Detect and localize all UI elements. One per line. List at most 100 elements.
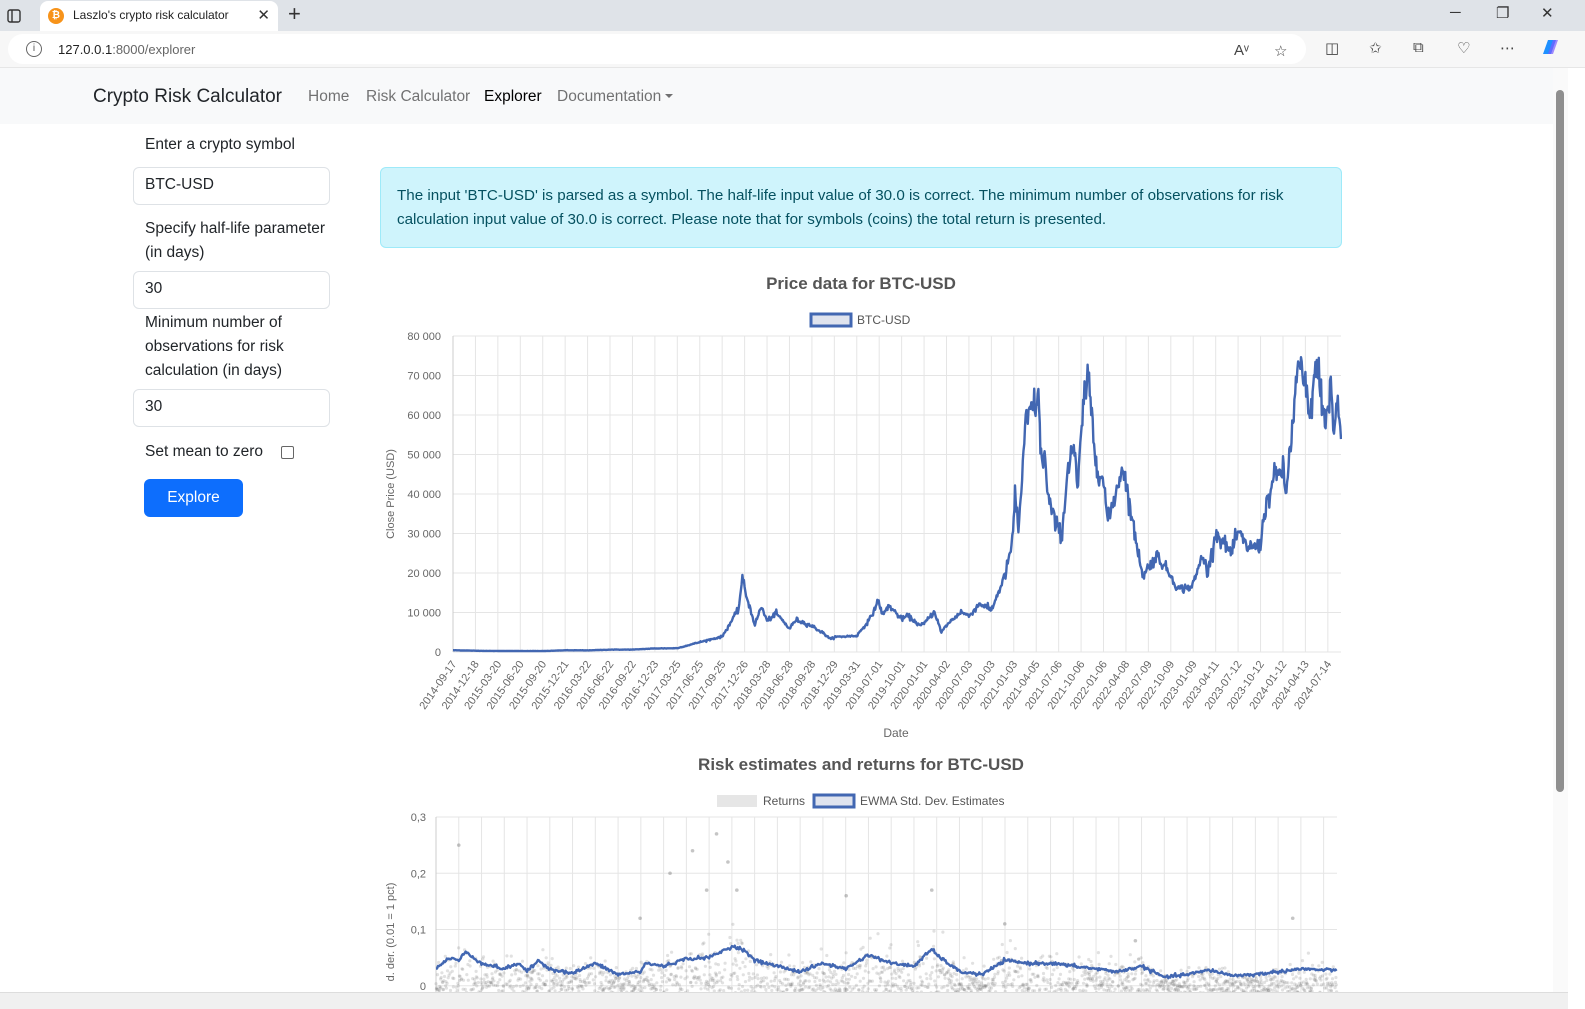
restore-icon[interactable]: ❐ xyxy=(1496,5,1510,22)
new-tab-button[interactable]: + xyxy=(288,1,301,26)
return-point xyxy=(589,956,593,960)
return-point xyxy=(984,985,988,989)
return-point xyxy=(576,965,581,969)
mean-zero-label: Set mean to zero xyxy=(145,443,264,460)
halflife-input[interactable]: 30 xyxy=(133,271,330,309)
mean-zero-checkbox[interactable] xyxy=(281,446,294,459)
return-point xyxy=(844,990,848,992)
vertical-scrollbar[interactable] xyxy=(1553,68,1568,992)
return-point xyxy=(460,977,464,981)
return-point xyxy=(510,973,514,977)
scrollbar-thumb[interactable] xyxy=(1556,90,1564,792)
return-point xyxy=(1228,984,1233,988)
return-point xyxy=(1146,977,1150,981)
browser-essentials-icon[interactable]: ♡ xyxy=(1457,40,1471,57)
return-point xyxy=(1041,954,1045,958)
return-point xyxy=(670,950,674,954)
return-point xyxy=(1221,986,1225,991)
return-point xyxy=(609,981,614,985)
more-menu-icon[interactable]: ⋯ xyxy=(1500,40,1515,57)
return-point xyxy=(1072,968,1076,972)
return-point xyxy=(824,975,828,979)
return-point xyxy=(1192,987,1197,992)
close-tab-icon[interactable]: ✕ xyxy=(257,7,270,24)
return-point xyxy=(1322,982,1326,986)
url-field[interactable]: i 127.0.0.1:8000/explorer A͏ᵛ ☆ xyxy=(8,34,1306,64)
symbol-input[interactable]: BTC-USD xyxy=(133,167,330,205)
return-point xyxy=(1334,983,1338,987)
copilot-icon[interactable] xyxy=(1539,36,1561,62)
nav-explorer[interactable]: Explorer xyxy=(484,88,542,105)
return-point xyxy=(1141,970,1145,974)
return-point xyxy=(1078,988,1082,992)
return-point xyxy=(1121,982,1125,986)
read-aloud-icon[interactable]: A͏ᵛ xyxy=(1234,42,1249,59)
nav-home[interactable]: Home xyxy=(308,88,350,105)
return-point xyxy=(683,977,687,981)
return-point xyxy=(851,966,856,970)
minobs-input[interactable]: 30 xyxy=(133,389,330,427)
tab-actions-icon[interactable] xyxy=(4,6,24,26)
return-point xyxy=(927,982,931,986)
return-point xyxy=(968,986,972,990)
return-point xyxy=(842,961,846,965)
site-info-icon[interactable]: i xyxy=(26,41,42,57)
y-axis-title: Close Price (USD) xyxy=(385,449,397,539)
return-point xyxy=(552,981,556,985)
return-point xyxy=(894,976,898,981)
return-point xyxy=(1328,983,1332,987)
nav-risk-calculator[interactable]: Risk Calculator xyxy=(366,88,471,105)
return-point xyxy=(1305,980,1309,984)
return-point xyxy=(1218,983,1222,987)
close-window-icon[interactable]: ✕ xyxy=(1541,5,1554,22)
minimize-icon[interactable]: ─ xyxy=(1450,4,1461,21)
return-point xyxy=(435,973,440,977)
favorites-icon[interactable]: ✩ xyxy=(1369,40,1382,57)
return-point xyxy=(891,982,895,986)
return-point xyxy=(1029,980,1033,984)
return-point xyxy=(966,987,970,991)
return-point xyxy=(1140,983,1144,987)
return-point xyxy=(483,973,487,977)
legend-label-ewma: EWMA Std. Dev. Estimates xyxy=(860,794,1004,808)
return-point xyxy=(867,970,871,974)
return-point xyxy=(786,982,791,986)
return-point xyxy=(479,980,483,985)
return-point xyxy=(1144,974,1148,978)
return-point xyxy=(471,987,476,991)
return-point xyxy=(899,986,903,990)
return-point xyxy=(857,988,861,992)
return-point xyxy=(1007,971,1011,975)
return-point xyxy=(1295,990,1299,992)
return-point xyxy=(1313,976,1318,980)
split-screen-icon[interactable]: ◫ xyxy=(1325,40,1340,57)
return-point xyxy=(900,959,905,963)
return-point xyxy=(1058,983,1062,987)
return-point xyxy=(693,974,697,978)
brand-title[interactable]: Crypto Risk Calculator xyxy=(93,86,282,107)
collections-icon[interactable]: ⧉ xyxy=(1413,39,1424,56)
return-point xyxy=(485,975,489,979)
explore-button[interactable]: Explore xyxy=(144,479,243,517)
return-point xyxy=(1231,982,1235,986)
favorite-star-icon[interactable]: ☆ xyxy=(1274,43,1288,60)
url-text[interactable]: 127.0.0.1:8000/explorer xyxy=(58,42,196,57)
nav-documentation-dropdown[interactable]: Documentation xyxy=(557,88,674,106)
return-point xyxy=(473,980,477,985)
return-point xyxy=(566,981,570,985)
return-point xyxy=(1183,980,1187,985)
return-point xyxy=(1158,983,1162,987)
return-point xyxy=(560,987,564,991)
return-point xyxy=(762,976,766,980)
horizontal-scrollbar[interactable] xyxy=(0,992,1568,1009)
return-point xyxy=(1067,985,1071,989)
return-point xyxy=(1076,979,1080,983)
return-point xyxy=(1099,982,1103,986)
return-point xyxy=(706,982,710,987)
return-point xyxy=(592,982,597,986)
browser-tab[interactable]: ₿ Laszlo's crypto risk calculator ✕ xyxy=(40,1,278,31)
return-point xyxy=(555,974,559,978)
return-point xyxy=(1259,980,1263,984)
return-point xyxy=(1077,955,1081,959)
return-point xyxy=(728,935,732,940)
